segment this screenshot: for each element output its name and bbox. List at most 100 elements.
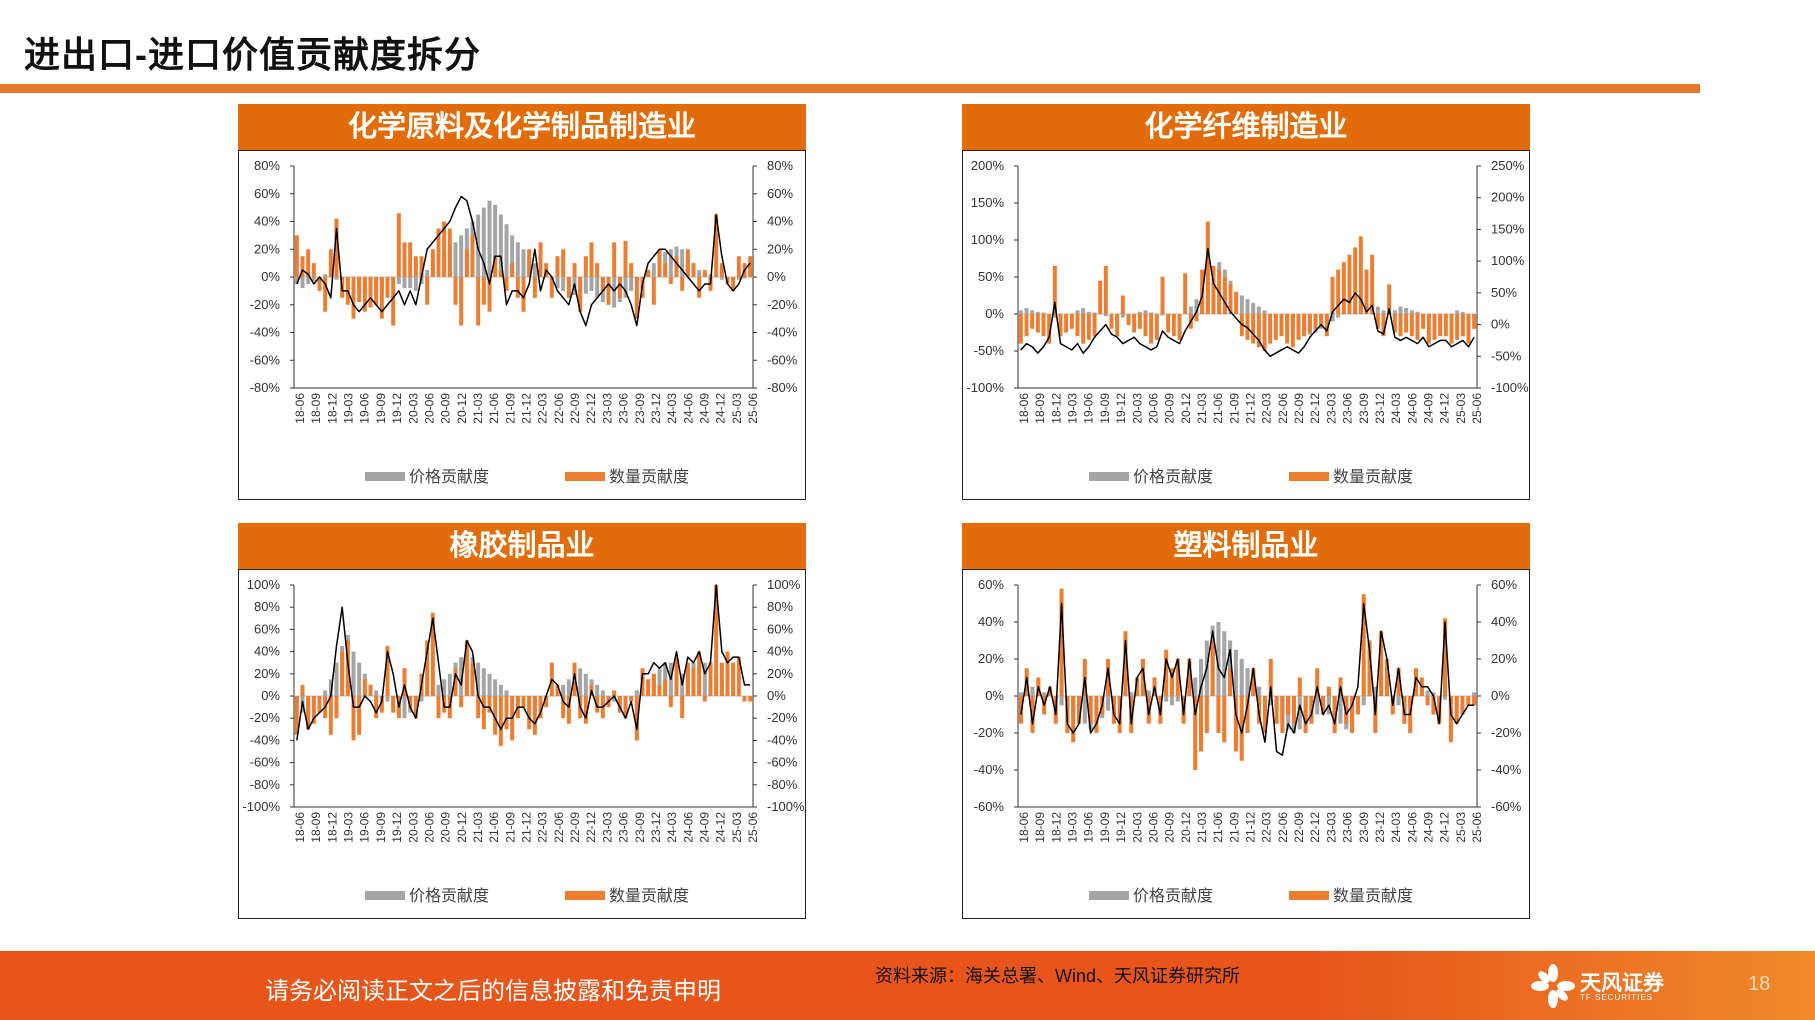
quantity-bar [1358, 236, 1363, 314]
price-bar [1392, 310, 1397, 314]
left-tick-label: 80% [254, 158, 280, 173]
x-tick-label: 24-09 [1422, 393, 1436, 424]
quantity-bar [470, 662, 475, 696]
price-bar [1381, 310, 1386, 314]
left-tick-label: -20% [250, 297, 281, 312]
price-bar [1120, 314, 1125, 318]
right-tick-label: 20% [767, 241, 793, 256]
quantity-bar [368, 684, 373, 696]
page-number: 18 [1748, 973, 1771, 995]
x-tick-label: 21-12 [520, 812, 534, 843]
price-bar [1106, 696, 1111, 711]
x-tick-label: 19-06 [1082, 812, 1096, 843]
quantity-bar [527, 696, 532, 730]
quantity-bar [549, 277, 554, 298]
quantity-bar [1030, 314, 1035, 329]
quantity-bar [566, 277, 571, 298]
price-bar [493, 679, 498, 696]
price-bar [419, 696, 424, 702]
quantity-bar [1280, 696, 1285, 733]
price-bar [1086, 311, 1091, 314]
left-tick-label: 150% [971, 195, 1005, 210]
price-bar [1387, 314, 1392, 315]
quantity-bar [459, 696, 464, 708]
price-bar [680, 249, 685, 277]
quantity-bar [436, 696, 441, 719]
x-tick-label: 23-03 [1324, 812, 1338, 843]
quantity-bar [572, 662, 577, 696]
quantity-bar [1069, 314, 1074, 329]
quantity-bar [1256, 314, 1261, 348]
quantity-bar [1222, 277, 1227, 314]
price-bar [583, 673, 588, 696]
price-bar [481, 207, 486, 278]
quantity-bar [504, 277, 509, 291]
x-tick-label: 19-09 [1098, 812, 1112, 843]
x-tick-label: 22-03 [1260, 812, 1274, 843]
price-bar [736, 696, 741, 697]
quantity-bar [1030, 696, 1035, 733]
quantity-bar [1387, 284, 1392, 314]
x-tick-label: 21-06 [1211, 812, 1225, 843]
quantity-bar [1290, 314, 1295, 348]
right-tick-label: 50% [1491, 285, 1517, 300]
quantity-bar [334, 696, 339, 719]
x-tick-label: 23-09 [633, 393, 647, 424]
price-bar [1268, 696, 1273, 706]
quantity-bar [589, 242, 594, 277]
quantity-bar [1409, 314, 1414, 337]
quantity-bar [1454, 696, 1459, 724]
x-tick-label: 25-03 [1454, 393, 1468, 424]
quantity-bar [742, 696, 747, 702]
logo-name: 天风证券 [1580, 972, 1664, 995]
quantity-bar [1210, 640, 1215, 696]
quantity-bar [1364, 269, 1369, 314]
quantity-bar [674, 256, 679, 277]
quantity-bar [1228, 284, 1233, 314]
quantity-bar [680, 696, 685, 719]
quantity-bar [476, 696, 481, 719]
price-bar [493, 204, 498, 277]
price-bar [544, 277, 549, 278]
quantity-bar [1344, 696, 1349, 724]
price-bar [1030, 686, 1035, 696]
legend-swatch-quantity [565, 472, 605, 481]
quantity-bar [1140, 659, 1145, 696]
quantity-bar [629, 263, 634, 278]
quantity-bar [1472, 314, 1477, 329]
price-bar [481, 668, 486, 696]
price-bar [549, 696, 554, 697]
right-tick-label: 60% [1491, 577, 1517, 592]
price-bar [1198, 659, 1204, 696]
quantity-bar [402, 242, 407, 277]
quantity-bar [1472, 696, 1477, 706]
quantity-bar [323, 277, 328, 312]
quantity-bar [555, 684, 560, 696]
price-bar [1239, 659, 1244, 696]
chart-panel-4: 塑料制品业 60% 40% 20% 0% -20% -40% -60% 60% 40% 20% 0%… [962, 523, 1530, 919]
left-tick-label: 20% [254, 241, 280, 256]
quantity-bar [425, 640, 430, 696]
quantity-bar [334, 218, 339, 277]
price-bar [1188, 306, 1193, 314]
right-tick-label: -20% [767, 710, 798, 725]
x-tick-label: 18-12 [325, 393, 339, 424]
x-tick-label: 21-09 [503, 393, 517, 424]
left-tick-label: -100% [242, 799, 280, 814]
left-tick-label: -40% [250, 732, 281, 747]
quantity-bar [362, 277, 367, 312]
quantity-bar [1268, 659, 1273, 696]
left-tick-label: 40% [254, 214, 280, 229]
quantity-bar [368, 277, 373, 308]
quantity-bar [1355, 696, 1360, 715]
quantity-bar [1216, 696, 1221, 733]
right-tick-label: 0% [767, 269, 786, 284]
quantity-bar [651, 277, 656, 305]
total-line [296, 195, 751, 327]
quantity-bar [1160, 277, 1165, 314]
footer: 请务必阅读正文之后的信息披露和免责申明 资料来源：海关总署、Wind、天风证券研… [0, 951, 1815, 1020]
quantity-bar [385, 277, 390, 298]
logo-sub: TF SECURITIES [1580, 993, 1654, 1002]
quantity-bar [1466, 314, 1471, 344]
price-bar [1336, 314, 1341, 318]
